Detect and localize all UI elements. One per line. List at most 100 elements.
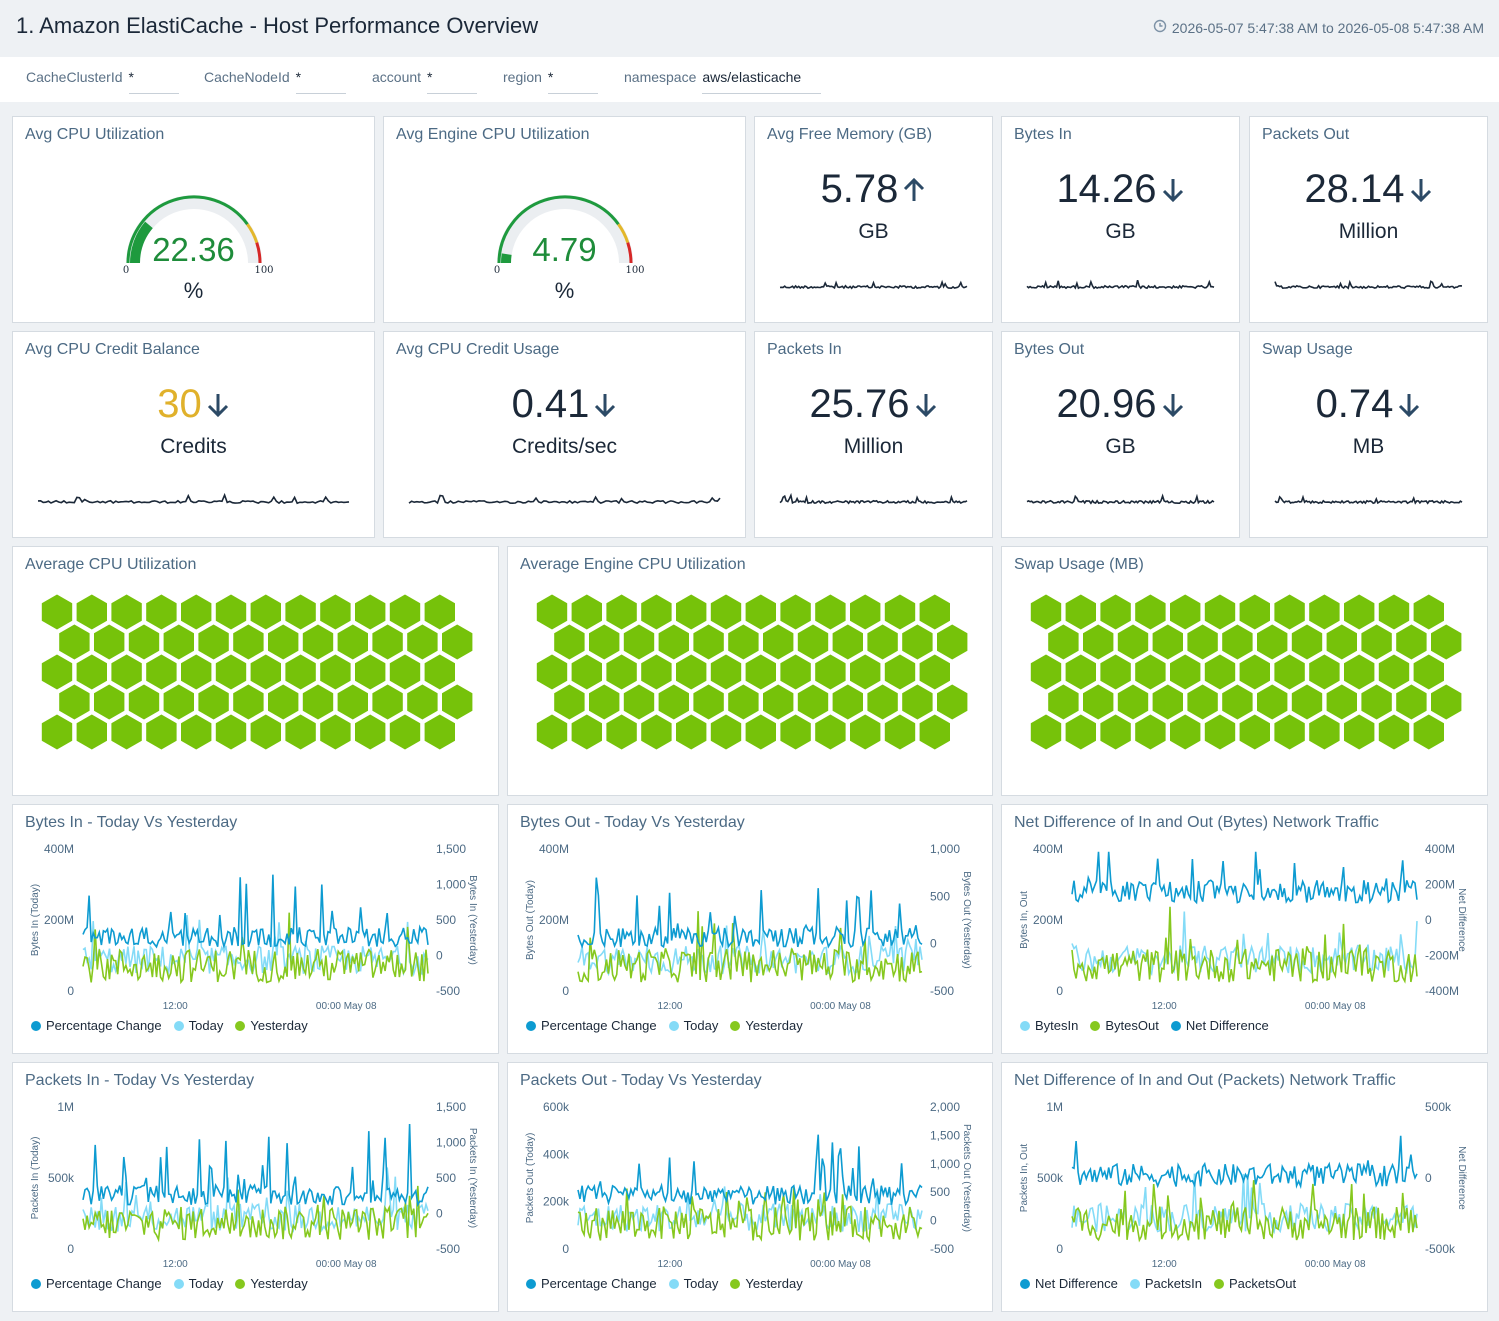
legend-item[interactable]: PacketsIn	[1129, 1276, 1202, 1291]
honeycomb-cell[interactable]	[1344, 714, 1375, 750]
filter-value-input[interactable]: *	[427, 69, 478, 94]
honeycomb-cell[interactable]	[76, 654, 107, 690]
honeycomb-cell[interactable]	[658, 684, 689, 720]
honeycomb-cell[interactable]	[919, 594, 950, 630]
honeycomb-cell[interactable]	[1048, 624, 1079, 660]
honeycomb-cell[interactable]	[1344, 594, 1375, 630]
legend-item[interactable]: Percentage Change	[526, 1276, 657, 1291]
legend-item[interactable]: Yesterday	[730, 1276, 803, 1291]
honeycomb-cell[interactable]	[1413, 594, 1444, 630]
honeycomb-cell[interactable]	[1309, 594, 1340, 630]
honeycomb-cell[interactable]	[128, 684, 160, 720]
stat-panel-swap-usage[interactable]: Swap Usage 0.74 MB	[1249, 331, 1488, 538]
honeycomb-panel-cpu[interactable]: Average CPU Utilization	[12, 546, 499, 796]
honeycomb-cell[interactable]	[728, 624, 759, 660]
legend-item[interactable]: Today	[173, 1276, 223, 1291]
honeycomb-cell[interactable]	[146, 654, 177, 690]
honeycomb-cell[interactable]	[76, 714, 107, 750]
honeycomb-cell[interactable]	[215, 594, 247, 630]
honeycomb-cell[interactable]	[1065, 714, 1096, 750]
honeycomb-cell[interactable]	[41, 654, 73, 690]
honeycomb-cell[interactable]	[250, 594, 281, 630]
honeycomb-cell[interactable]	[1187, 624, 1218, 660]
legend-item[interactable]: PacketsOut	[1213, 1276, 1296, 1291]
honeycomb-cell[interactable]	[355, 594, 386, 630]
honeycomb-cell[interactable]	[424, 714, 455, 750]
honeycomb-cell[interactable]	[1413, 714, 1444, 750]
honeycomb-cell[interactable]	[1378, 714, 1410, 750]
honeycomb-cell[interactable]	[198, 684, 229, 720]
honeycomb-cell[interactable]	[1326, 684, 1357, 720]
honeycomb-cell[interactable]	[1100, 654, 1131, 690]
honeycomb-cell[interactable]	[181, 714, 212, 750]
filter-value-input[interactable]: *	[547, 69, 598, 94]
honeycomb-cell[interactable]	[1170, 594, 1201, 630]
time-range[interactable]: 2026-05-07 5:47:38 AM to 2026-05-08 5:47…	[1153, 19, 1484, 36]
filter-value-input[interactable]: *	[295, 69, 346, 94]
honeycomb-cell[interactable]	[571, 714, 602, 750]
honeycomb-cell[interactable]	[1117, 624, 1149, 660]
honeycomb-cell[interactable]	[302, 684, 334, 720]
chart-panel-bytes-out[interactable]: Bytes Out - Today Vs Yesterday 400M 200M 0 1…	[507, 804, 993, 1054]
honeycomb-cell[interactable]	[285, 654, 316, 690]
honeycomb-cell[interactable]	[1274, 654, 1305, 690]
stat-panel-bytes-out[interactable]: Bytes Out 20.96 GB	[1001, 331, 1240, 538]
stat-panel-packets-out[interactable]: Packets Out 28.14 Million	[1249, 116, 1488, 323]
honeycomb-cell[interactable]	[797, 624, 829, 660]
honeycomb-cell[interactable]	[623, 624, 655, 660]
honeycomb-cell[interactable]	[355, 714, 386, 750]
honeycomb-cell[interactable]	[536, 714, 568, 750]
honeycomb-cell[interactable]	[815, 594, 846, 630]
honeycomb-cell[interactable]	[250, 654, 281, 690]
honeycomb-cell[interactable]	[1152, 624, 1183, 660]
legend-item[interactable]: Percentage Change	[31, 1018, 162, 1033]
stat-panel-cpu-credit-usage[interactable]: Avg CPU Credit Usage 0.41 Credits/sec	[383, 331, 746, 538]
honeycomb-cell[interactable]	[850, 714, 881, 750]
honeycomb-cell[interactable]	[693, 624, 724, 660]
filter-value-input[interactable]: aws/elasticache	[702, 69, 822, 94]
honeycomb-cell[interactable]	[763, 624, 794, 660]
honeycomb-cell[interactable]	[163, 684, 194, 720]
honeycomb-cell[interactable]	[589, 684, 620, 720]
honeycomb-cell[interactable]	[111, 594, 142, 630]
honeycomb-cell[interactable]	[215, 714, 247, 750]
legend-item[interactable]: Yesterday	[235, 1018, 308, 1033]
legend-item[interactable]: Percentage Change	[526, 1018, 657, 1033]
honeycomb-cell[interactable]	[676, 654, 707, 690]
honeycomb-cell[interactable]	[780, 714, 811, 750]
honeycomb-cell[interactable]	[623, 684, 655, 720]
honeycomb-cell[interactable]	[641, 594, 672, 630]
chart-panel-net-bytes[interactable]: Net Difference of In and Out (Bytes) Net…	[1001, 804, 1488, 1054]
filter-account[interactable]: account *	[372, 69, 478, 94]
honeycomb-cell[interactable]	[867, 684, 898, 720]
honeycomb-cell[interactable]	[1083, 624, 1114, 660]
legend-item[interactable]: Today	[173, 1018, 223, 1033]
honeycomb-cell[interactable]	[407, 624, 438, 660]
honeycomb-cell[interactable]	[337, 624, 368, 660]
honeycomb-cell[interactable]	[1361, 624, 1392, 660]
honeycomb-cell[interactable]	[867, 624, 898, 660]
stat-panel-bytes-in[interactable]: Bytes In 14.26 GB	[1001, 116, 1240, 323]
honeycomb-cell[interactable]	[94, 624, 125, 660]
honeycomb-cell[interactable]	[728, 684, 759, 720]
honeycomb-cell[interactable]	[1431, 684, 1462, 720]
honeycomb-cell[interactable]	[389, 714, 421, 750]
honeycomb-cell[interactable]	[1048, 684, 1079, 720]
honeycomb-cell[interactable]	[589, 624, 620, 660]
honeycomb-cell[interactable]	[181, 654, 212, 690]
honeycomb-cell[interactable]	[1204, 714, 1236, 750]
honeycomb-cell[interactable]	[76, 594, 107, 630]
gauge-panel-cpu[interactable]: Avg CPU Utilization 0 100 22.36 %	[12, 116, 375, 323]
honeycomb-cell[interactable]	[797, 684, 829, 720]
honeycomb-panel-engine-cpu[interactable]: Average Engine CPU Utilization	[507, 546, 993, 796]
honeycomb-cell[interactable]	[1135, 654, 1166, 690]
honeycomb-cell[interactable]	[355, 654, 386, 690]
filter-cachenodeid[interactable]: CacheNodeId *	[204, 69, 346, 94]
honeycomb-cell[interactable]	[1135, 594, 1166, 630]
chart-panel-bytes-in[interactable]: Bytes In - Today Vs Yesterday 400M 200M 0 1,…	[12, 804, 499, 1054]
honeycomb-cell[interactable]	[389, 594, 421, 630]
honeycomb-cell[interactable]	[1083, 684, 1114, 720]
honeycomb-cell[interactable]	[902, 624, 933, 660]
legend-item[interactable]: Percentage Change	[31, 1276, 162, 1291]
honeycomb-cell[interactable]	[1378, 654, 1410, 690]
